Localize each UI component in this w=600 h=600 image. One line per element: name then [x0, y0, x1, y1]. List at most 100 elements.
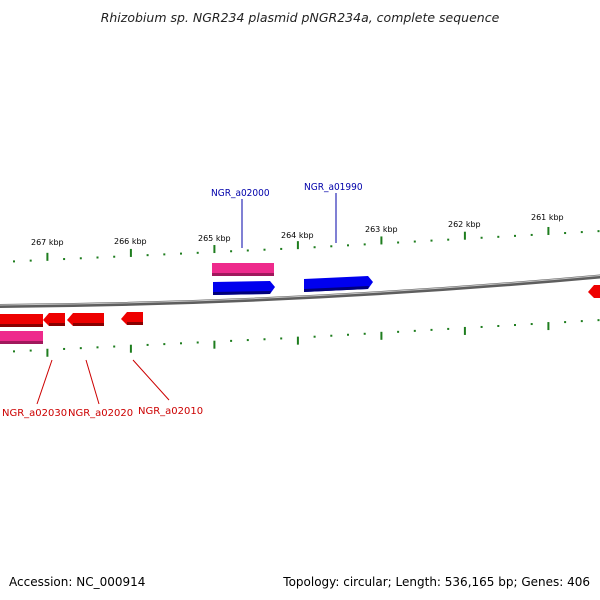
- cds-ngr-a02000-shade: [213, 291, 271, 295]
- label-ngr-a02000[interactable]: NGR_a02000: [211, 188, 270, 199]
- minor-tick: [413, 329, 416, 332]
- major-tick: [463, 231, 466, 240]
- minor-tick: [564, 232, 567, 235]
- minor-tick: [480, 236, 483, 239]
- major-tick: [380, 236, 383, 245]
- minor-tick: [330, 334, 333, 337]
- minor-tick: [180, 342, 182, 345]
- minor-tick: [330, 245, 333, 248]
- minor-tick: [580, 320, 583, 323]
- kbp-label-263: 263 kbp: [365, 225, 398, 234]
- minor-tick: [430, 328, 433, 331]
- minor-tick: [313, 246, 316, 249]
- major-tick: [213, 340, 216, 349]
- minor-tick: [96, 346, 99, 349]
- minor-tick: [280, 337, 283, 340]
- minor-tick: [530, 233, 533, 236]
- minor-tick: [13, 260, 15, 263]
- major-tick: [46, 252, 49, 261]
- minor-tick: [280, 247, 283, 250]
- minor-tick: [96, 256, 99, 259]
- label-ngr-a02020[interactable]: NGR_a02020: [68, 408, 133, 419]
- topology-summary: Topology: circular; Length: 536,165 bp; …: [283, 575, 590, 589]
- minor-tick: [497, 324, 500, 327]
- kbp-label-264: 264 kbp: [281, 231, 314, 240]
- minor-tick: [447, 238, 450, 241]
- kbp-label-267: 267 kbp: [31, 238, 64, 247]
- minor-tick: [480, 325, 483, 328]
- major-tick: [213, 245, 216, 254]
- accession-label: Accession: NC_000914: [9, 575, 146, 589]
- kbp-label-261: 261 kbp: [531, 213, 564, 222]
- minor-tick: [63, 258, 66, 261]
- minor-tick: [180, 252, 182, 255]
- major-tick: [463, 326, 466, 335]
- minor-tick: [597, 319, 600, 322]
- outer-tick-track: [13, 226, 600, 263]
- major-tick: [129, 248, 132, 257]
- minor-tick: [263, 338, 266, 341]
- minor-tick: [347, 244, 349, 247]
- major-tick: [547, 226, 550, 235]
- leader-ngr-a02020: [85, 359, 100, 405]
- minor-tick: [146, 343, 149, 346]
- minor-tick: [313, 335, 316, 338]
- minor-tick: [514, 234, 516, 237]
- label-ngr-a02030[interactable]: NGR_a02030: [2, 408, 67, 419]
- minor-tick: [413, 240, 416, 243]
- gene-ngr-a02000-shade: [212, 273, 274, 276]
- minor-tick: [514, 324, 516, 327]
- minor-tick: [163, 253, 166, 256]
- minor-tick: [246, 249, 249, 252]
- plasmid-backbone-highlight: [0, 274, 600, 306]
- gene-ngr-a02000[interactable]: [212, 263, 274, 276]
- label-ngr-a02010[interactable]: NGR_a02010: [138, 406, 203, 417]
- map-title: Rhizobium sp. NGR234 plasmid pNGR234a, c…: [100, 10, 500, 25]
- minor-tick: [447, 327, 450, 330]
- minor-tick: [196, 251, 199, 254]
- minor-tick: [397, 330, 400, 333]
- label-ngr-a01990[interactable]: NGR_a01990: [304, 182, 363, 193]
- minor-tick: [230, 250, 233, 253]
- minor-tick: [163, 343, 166, 346]
- minor-tick: [246, 339, 249, 342]
- minor-tick: [597, 230, 600, 233]
- cds-partial-right[interactable]: [588, 285, 600, 298]
- minor-tick: [564, 321, 567, 324]
- kbp-label-262: 262 kbp: [448, 220, 481, 229]
- minor-tick: [113, 345, 116, 348]
- minor-tick: [146, 254, 149, 257]
- minor-tick: [363, 332, 366, 335]
- cds-ngr-a02010[interactable]: [121, 312, 143, 325]
- leader-ngr-a02010: [132, 359, 170, 401]
- major-tick: [129, 344, 132, 353]
- minor-tick: [29, 259, 32, 262]
- inner-tick-track: [13, 319, 600, 357]
- kbp-label-266: 266 kbp: [114, 237, 147, 246]
- plasmid-backbone: [0, 274, 600, 308]
- minor-tick: [580, 231, 583, 234]
- major-tick: [547, 322, 550, 331]
- major-tick: [46, 348, 49, 357]
- major-tick: [296, 241, 299, 250]
- major-tick: [380, 331, 383, 340]
- major-tick: [296, 336, 299, 345]
- minor-tick: [430, 239, 433, 242]
- minor-tick: [63, 347, 66, 350]
- minor-tick: [196, 341, 199, 344]
- reverse-feature-shades: [0, 322, 143, 327]
- minor-tick: [79, 257, 82, 260]
- leader-ngr-a02030: [36, 359, 53, 405]
- cds-ngr-a02030[interactable]: [0, 314, 43, 327]
- cds-ngr-a01990-shade: [304, 286, 369, 292]
- kbp-label-265: 265 kbp: [198, 234, 231, 243]
- gene-ngr-a02030[interactable]: [0, 331, 43, 344]
- minor-tick: [263, 248, 266, 251]
- cds-ngr-a02030b[interactable]: [43, 313, 65, 326]
- cds-ngr-a02020[interactable]: [67, 313, 104, 326]
- minor-tick: [13, 350, 15, 353]
- minor-tick: [113, 255, 116, 258]
- minor-tick: [497, 235, 500, 238]
- minor-tick: [530, 323, 533, 326]
